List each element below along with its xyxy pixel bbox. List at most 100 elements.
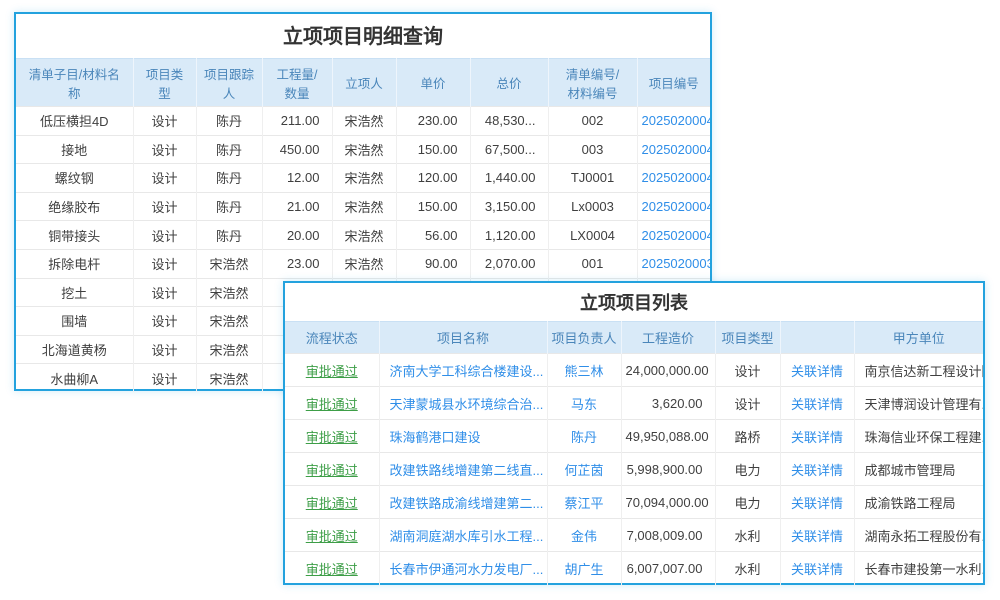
project-name-link[interactable]: 珠海鹤港口建设 — [379, 419, 548, 453]
client-unit-cell: 湖南永拓工程股份有... — [854, 518, 983, 552]
client-unit-cell: 长春市建投第一水利... — [854, 551, 983, 585]
item-name-cell: 水曲柳A — [16, 363, 134, 393]
project-list-panel: 立项项目列表 流程状态 项目名称 项目负责人 工程造价 项目类型 甲方单位 审批通过 济南大… — [283, 281, 985, 585]
project-type-cell: 设计 — [133, 134, 197, 164]
tracker-cell: 宋浩然 — [196, 248, 263, 279]
project-cost-cell: 24,000,000.00 — [621, 353, 716, 387]
table-row: 审批通过 改建铁路线增建第二线直... 何芷茵 5,998,900.00 电力 关联详情成… — [285, 452, 983, 486]
detail-table-header-row: 清单子目/材料名 称项目类 型项目跟踪 人工程量/ 数量 立项人 单价 总价 清单编号/… — [16, 58, 710, 107]
total-price-cell: 67,500... — [470, 134, 549, 164]
project-name-link[interactable]: 济南大学工科综合楼建设... — [379, 353, 548, 387]
list-code-cell: TJ0001 — [548, 163, 638, 193]
col-header-project-owner: 项目负责人 — [547, 321, 622, 354]
tracker-cell: 陈丹 — [196, 220, 263, 250]
project-type-cell: 设计 — [715, 353, 781, 387]
project-cost-cell: 7,008,009.00 — [621, 518, 716, 552]
project-type-cell: 设计 — [133, 220, 197, 250]
project-type-cell: 设计 — [133, 191, 197, 221]
project-type-cell: 水利 — [715, 518, 781, 552]
quantity-cell: 12.00 — [262, 163, 333, 193]
flow-status-link[interactable]: 审批通过 — [285, 386, 380, 420]
related-detail-link[interactable]: 关联详情 — [780, 518, 855, 552]
total-price-cell: 2,070.00 — [470, 248, 549, 279]
related-detail-link[interactable]: 关联详情 — [780, 485, 855, 519]
related-detail-link[interactable]: 关联详情 — [780, 353, 855, 387]
project-owner-link[interactable]: 陈丹 — [547, 419, 622, 453]
item-name-cell: 螺纹钢 — [16, 163, 134, 193]
unit-price-cell: 230.00 — [396, 106, 471, 136]
tracker-cell: 陈丹 — [196, 106, 263, 136]
tracker-cell: 陈丹 — [196, 134, 263, 164]
table-row: 拆除电杆 设计 宋浩然 23.00 宋浩然 90.00 2,070.00 001 2025020… — [16, 248, 710, 279]
initiator-cell: 宋浩然 — [332, 106, 397, 136]
flow-status-link[interactable]: 审批通过 — [285, 551, 380, 585]
project-name-link[interactable]: 天津蒙城县水环境综合治... — [379, 386, 548, 420]
col-header-unit-price: 单价 — [396, 58, 471, 107]
flow-status-link[interactable]: 审批通过 — [285, 485, 380, 519]
project-type-cell: 路桥 — [715, 419, 781, 453]
quantity-cell: 20.00 — [262, 220, 333, 250]
project-list-table: 流程状态 项目名称 项目负责人 工程造价 项目类型 甲方单位 审批通过 济南大学工科综合楼建… — [285, 321, 983, 585]
project-no-link[interactable]: 2025020004 — [637, 106, 710, 136]
initiator-cell: 宋浩然 — [332, 248, 397, 279]
project-cost-cell: 70,094,000.00 — [621, 485, 716, 519]
client-unit-cell: 天津博润设计管理有... — [854, 386, 983, 420]
flow-status-link[interactable]: 审批通过 — [285, 353, 380, 387]
initiator-cell: 宋浩然 — [332, 163, 397, 193]
project-type-cell: 水利 — [715, 551, 781, 585]
initiator-cell: 宋浩然 — [332, 220, 397, 250]
table-row: 绝缘胶布 设计 陈丹 21.00 宋浩然 150.00 3,150.00 Lx0003 2025… — [16, 191, 710, 221]
total-price-cell: 1,440.00 — [470, 163, 549, 193]
project-name-link[interactable]: 改建铁路成渝线增建第二... — [379, 485, 548, 519]
project-owner-link[interactable]: 熊三林 — [547, 353, 622, 387]
unit-price-cell: 120.00 — [396, 163, 471, 193]
table-row: 审批通过 长春市伊通河水力发电厂... 胡广生 6,007,007.00 水利 关联详情长… — [285, 551, 983, 585]
list-table-header-row: 流程状态 项目名称 项目负责人 工程造价 项目类型 甲方单位 — [285, 321, 983, 354]
related-detail-link[interactable]: 关联详情 — [780, 386, 855, 420]
col-header-total-price: 总价 — [470, 58, 549, 107]
tracker-cell: 宋浩然 — [196, 334, 263, 364]
project-cost-cell: 6,007,007.00 — [621, 551, 716, 585]
client-unit-cell: 成都城市管理局 — [854, 452, 983, 486]
flow-status-link[interactable]: 审批通过 — [285, 452, 380, 486]
project-no-link[interactable]: 2025020004 — [637, 191, 710, 221]
detail-panel-title: 立项项目明细查询 — [283, 26, 443, 48]
project-owner-link[interactable]: 何芷茵 — [547, 452, 622, 486]
project-type-cell: 设计 — [133, 334, 197, 364]
project-no-link[interactable]: 2025020003 — [637, 248, 710, 279]
total-price-cell: 3,150.00 — [470, 191, 549, 221]
project-owner-link[interactable]: 金伟 — [547, 518, 622, 552]
project-no-link[interactable]: 2025020004 — [637, 163, 710, 193]
project-type-cell: 电力 — [715, 485, 781, 519]
project-name-link[interactable]: 湖南洞庭湖水库引水工程... — [379, 518, 548, 552]
project-no-link[interactable]: 2025020004 — [637, 220, 710, 250]
project-name-link[interactable]: 长春市伊通河水力发电厂... — [379, 551, 548, 585]
quantity-cell: 23.00 — [262, 248, 333, 279]
table-row: 低压横担4D 设计 陈丹 211.00 宋浩然 230.00 48,530... 002 202… — [16, 106, 710, 136]
item-name-cell: 绝缘胶布 — [16, 191, 134, 221]
unit-price-cell: 150.00 — [396, 134, 471, 164]
project-owner-link[interactable]: 马东 — [547, 386, 622, 420]
project-cost-cell: 49,950,088.00 — [621, 419, 716, 453]
related-detail-link[interactable]: 关联详情 — [780, 452, 855, 486]
tracker-cell: 陈丹 — [196, 163, 263, 193]
project-owner-link[interactable]: 胡广生 — [547, 551, 622, 585]
related-detail-link[interactable]: 关联详情 — [780, 551, 855, 585]
total-price-cell: 1,120.00 — [470, 220, 549, 250]
project-owner-link[interactable]: 蔡江平 — [547, 485, 622, 519]
project-no-link[interactable]: 2025020004 — [637, 134, 710, 164]
list-code-cell: Lx0003 — [548, 191, 638, 221]
unit-price-cell: 56.00 — [396, 220, 471, 250]
flow-status-link[interactable]: 审批通过 — [285, 419, 380, 453]
tracker-cell: 宋浩然 — [196, 277, 263, 307]
project-cost-cell: 3,620.00 — [621, 386, 716, 420]
project-name-link[interactable]: 改建铁路线增建第二线直... — [379, 452, 548, 486]
col-header-project-type: 项目类 型 — [133, 58, 197, 107]
client-unit-cell: 珠海信业环保工程建... — [854, 419, 983, 453]
flow-status-link[interactable]: 审批通过 — [285, 518, 380, 552]
related-detail-link[interactable]: 关联详情 — [780, 419, 855, 453]
item-name-cell: 接地 — [16, 134, 134, 164]
table-row: 接地 设计 陈丹 450.00 宋浩然 150.00 67,500... 003 2025020… — [16, 134, 710, 164]
item-name-cell: 围墙 — [16, 306, 134, 336]
col-header-list-code: 清单编号/ 材料编号 — [548, 58, 638, 107]
